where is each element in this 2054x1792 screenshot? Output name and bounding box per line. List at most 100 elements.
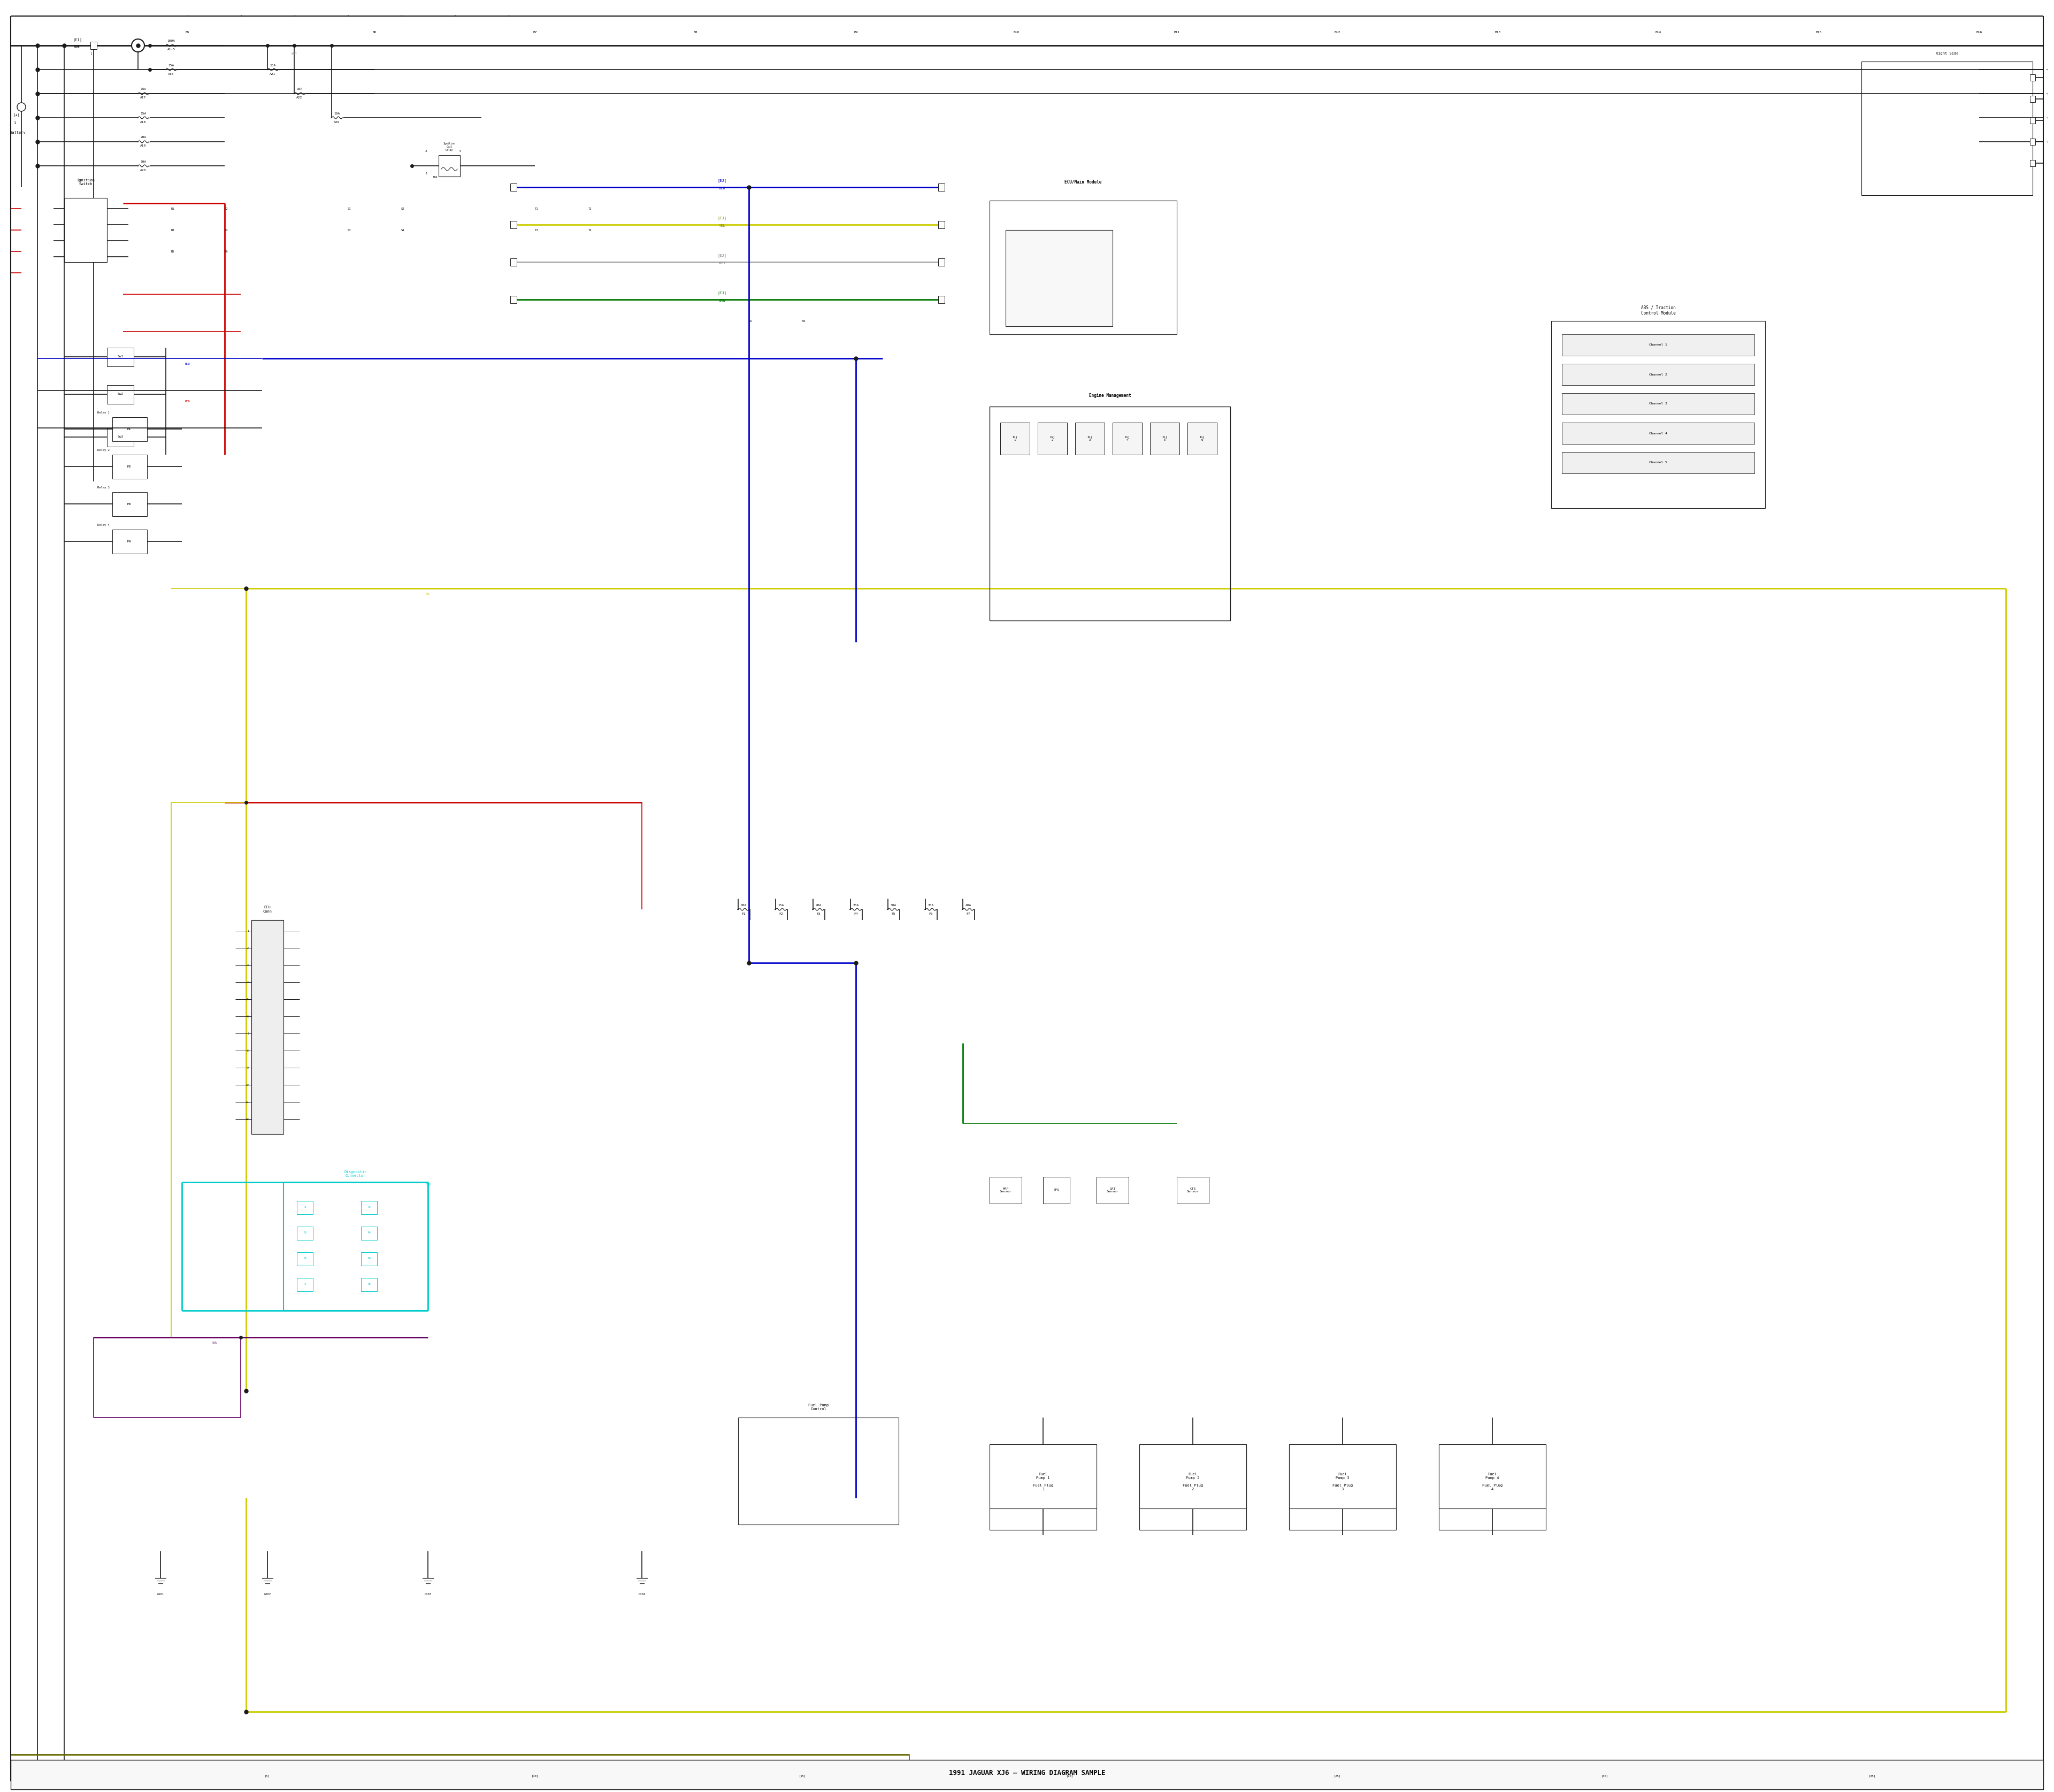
- Bar: [113, 530, 148, 554]
- Bar: [362, 1278, 378, 1292]
- Text: T1: T1: [92, 45, 94, 47]
- Text: 10: 10: [246, 1084, 249, 1086]
- Bar: [939, 258, 945, 265]
- Text: Ignition
Switch: Ignition Switch: [76, 179, 94, 185]
- Text: [25]: [25]: [1333, 1774, 1341, 1778]
- Text: T1: T1: [534, 208, 538, 210]
- Text: Sw1: Sw1: [117, 355, 123, 358]
- Text: 20A: 20A: [140, 136, 146, 138]
- Bar: [990, 1444, 1097, 1530]
- Text: Channel 2: Channel 2: [1649, 373, 1668, 376]
- Text: 12: 12: [941, 224, 943, 226]
- Bar: [1290, 1444, 1397, 1509]
- Text: Sw2: Sw2: [117, 392, 123, 396]
- Text: →: →: [347, 14, 349, 18]
- Bar: [362, 1226, 378, 1240]
- Text: Fuel
Pump 1: Fuel Pump 1: [1035, 1473, 1050, 1480]
- Text: 10A: 10A: [335, 113, 341, 115]
- Text: Channel 3: Channel 3: [1649, 403, 1668, 405]
- Text: Ignition
Coil
Relay: Ignition Coil Relay: [444, 143, 456, 151]
- Bar: [990, 1177, 1021, 1204]
- Text: 40A: 40A: [965, 903, 972, 907]
- Text: Relay 4: Relay 4: [97, 523, 109, 527]
- Text: G101: G101: [156, 1593, 164, 1595]
- Text: R4: R4: [224, 229, 228, 231]
- Text: [35]: [35]: [1869, 1774, 1875, 1778]
- Text: YEL: YEL: [719, 224, 725, 228]
- Text: G104: G104: [639, 1593, 645, 1595]
- Bar: [990, 407, 1230, 620]
- Text: ECU/Main Module: ECU/Main Module: [1064, 179, 1101, 185]
- Text: B12: B12: [1335, 30, 1341, 34]
- Text: B6: B6: [372, 30, 376, 34]
- Text: A21: A21: [269, 72, 275, 75]
- Text: →: →: [2046, 140, 2048, 143]
- Text: →: →: [185, 14, 189, 18]
- Text: Fuel Plug
2: Fuel Plug 2: [1183, 1484, 1204, 1491]
- Text: Channel 4: Channel 4: [1649, 432, 1668, 435]
- Text: 28: 28: [941, 262, 943, 263]
- Text: B11: B11: [1173, 30, 1179, 34]
- Bar: [1551, 321, 1764, 509]
- Text: B13: B13: [1495, 30, 1501, 34]
- Text: P4: P4: [368, 1231, 370, 1235]
- Text: P7: P7: [304, 1283, 306, 1285]
- Text: Inj
6: Inj 6: [1200, 435, 1204, 441]
- Bar: [440, 156, 460, 177]
- Text: F2: F2: [778, 912, 783, 916]
- Bar: [107, 348, 134, 366]
- Text: Sw3: Sw3: [117, 435, 123, 439]
- Text: F6: F6: [928, 912, 933, 916]
- Text: Right Side: Right Side: [1935, 52, 1957, 56]
- Text: F7: F7: [965, 912, 969, 916]
- Bar: [2029, 116, 2036, 124]
- Text: 15A: 15A: [778, 903, 785, 907]
- Text: G103: G103: [425, 1593, 431, 1595]
- Text: B16: B16: [1976, 30, 1982, 34]
- Text: [10]: [10]: [532, 1774, 538, 1778]
- Text: 66: 66: [511, 262, 516, 263]
- Text: BLU: BLU: [185, 362, 189, 366]
- Text: IAT
Sensor: IAT Sensor: [1107, 1188, 1119, 1193]
- Bar: [509, 296, 518, 303]
- Text: Battery: Battery: [10, 131, 25, 134]
- Text: B7: B7: [532, 30, 536, 34]
- Bar: [2029, 95, 2036, 102]
- Text: Fuel Plug
4: Fuel Plug 4: [1483, 1484, 1504, 1491]
- Text: Fuel
Pump 2: Fuel Pump 2: [1185, 1473, 1200, 1480]
- Text: 42: 42: [511, 297, 516, 301]
- Text: [5]: [5]: [265, 1774, 269, 1778]
- Text: →: →: [454, 14, 456, 18]
- Bar: [737, 1417, 900, 1525]
- Text: U1: U1: [750, 319, 752, 323]
- Text: 58: 58: [511, 186, 516, 188]
- Text: P6: P6: [368, 1258, 370, 1260]
- Bar: [251, 919, 283, 1134]
- Bar: [1150, 423, 1179, 455]
- Text: F4: F4: [854, 912, 859, 916]
- Bar: [1561, 364, 1754, 385]
- Bar: [939, 220, 945, 228]
- Bar: [2029, 159, 2036, 167]
- Bar: [1097, 1177, 1128, 1204]
- Text: A18: A18: [140, 120, 146, 124]
- Text: Relay 1: Relay 1: [97, 412, 109, 414]
- Bar: [1561, 392, 1754, 414]
- Text: [EJ]: [EJ]: [717, 254, 727, 258]
- Text: S2: S2: [401, 208, 405, 210]
- Text: 25A: 25A: [852, 903, 859, 907]
- Bar: [1561, 452, 1754, 473]
- Circle shape: [131, 39, 144, 52]
- Text: →: →: [2046, 91, 2048, 95]
- Text: P1: P1: [304, 1206, 306, 1208]
- Text: WHT: WHT: [74, 45, 80, 48]
- Text: S4: S4: [401, 229, 405, 231]
- Text: A20: A20: [140, 168, 146, 172]
- Bar: [298, 1278, 312, 1292]
- Text: 100A: 100A: [166, 39, 175, 43]
- Text: [20]: [20]: [1066, 1774, 1074, 1778]
- Bar: [990, 1444, 1097, 1509]
- Text: A22: A22: [296, 97, 302, 99]
- Bar: [298, 1226, 312, 1240]
- Bar: [1074, 423, 1105, 455]
